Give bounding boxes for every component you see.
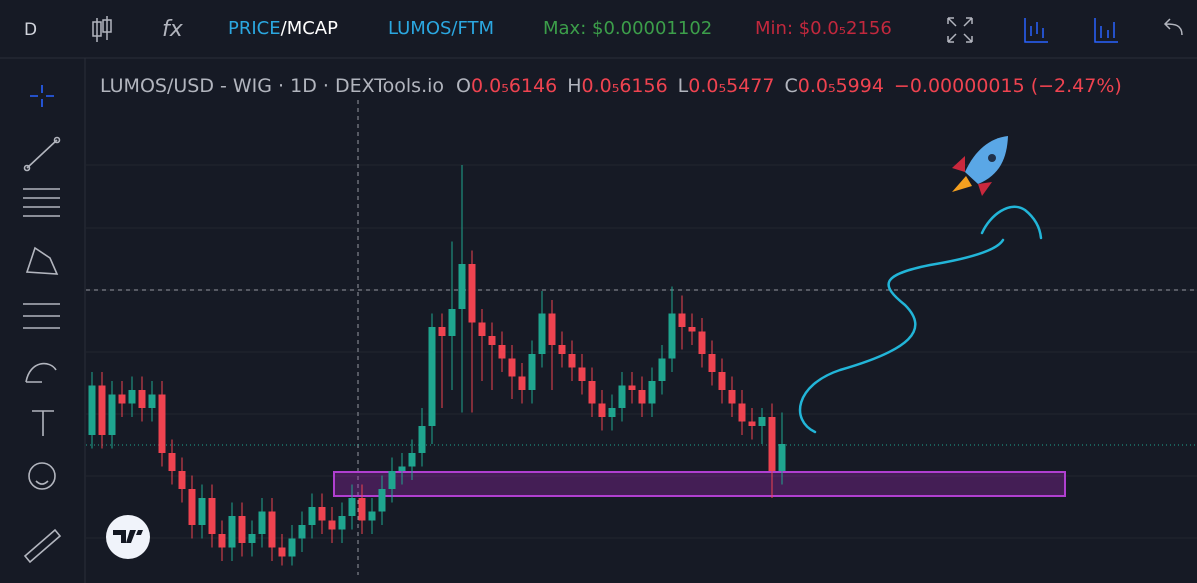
side-tools xyxy=(23,85,62,564)
candle-body xyxy=(328,520,336,530)
candle-body xyxy=(348,498,356,516)
symbol: LUMOS/USD - WIG · 1D · DEXTools.io xyxy=(100,75,445,97)
candle-body xyxy=(698,331,706,354)
tv-logo xyxy=(106,515,150,559)
candle-body xyxy=(498,345,506,359)
candle-body xyxy=(598,403,606,417)
candle-body xyxy=(98,385,106,435)
candle-body xyxy=(318,507,326,521)
candle-body xyxy=(668,313,676,359)
candle-body xyxy=(228,516,236,548)
candle-body xyxy=(738,403,746,422)
h-label: H xyxy=(567,75,582,97)
candles xyxy=(88,165,786,566)
candle-body xyxy=(138,390,146,408)
candle-body xyxy=(718,372,726,390)
candle-body xyxy=(708,354,716,372)
candle-body xyxy=(208,498,216,534)
candle-body xyxy=(568,354,576,368)
max-price: Max: $0.00001102 xyxy=(543,18,713,39)
candle-body xyxy=(608,408,616,417)
candle-body xyxy=(588,381,596,404)
candle-body xyxy=(678,313,686,327)
candle-body xyxy=(458,264,466,309)
candle-body xyxy=(638,390,646,404)
candle-body xyxy=(758,417,766,426)
candle-body xyxy=(428,327,436,426)
candle-body xyxy=(128,390,136,404)
candle-body xyxy=(768,417,776,471)
candle-body xyxy=(648,381,656,404)
candle-body xyxy=(278,547,286,557)
candle-body xyxy=(548,313,556,345)
candle-body xyxy=(728,390,736,404)
candle-body xyxy=(418,426,426,453)
candle-body xyxy=(88,385,96,435)
candle-body xyxy=(368,511,376,521)
candle-body xyxy=(388,471,396,489)
candle-body xyxy=(518,376,526,390)
formula-icon[interactable]: fx xyxy=(162,17,184,42)
candle-body xyxy=(268,511,276,548)
pair-button[interactable]: LUMOS/FTM xyxy=(388,18,495,39)
price-mcap[interactable]: PRICE/MCAP xyxy=(228,18,338,39)
candle-body xyxy=(198,498,206,525)
candle-body xyxy=(478,322,486,336)
candle-body xyxy=(178,471,186,489)
candle-body xyxy=(508,358,516,377)
candle-body xyxy=(308,507,316,525)
o-value: 0.0₅6146 xyxy=(471,75,558,97)
candle-body xyxy=(238,516,246,543)
candle-body xyxy=(448,309,456,336)
candle-body xyxy=(688,327,696,332)
candle-body xyxy=(148,394,156,408)
c-label: C xyxy=(784,75,798,97)
top-tools xyxy=(92,16,1183,43)
candle-body xyxy=(578,367,586,381)
candle-body xyxy=(298,525,306,539)
candle-body xyxy=(218,534,226,548)
candle-body xyxy=(258,511,266,534)
l-label: L xyxy=(677,75,689,97)
candle-body xyxy=(558,345,566,354)
candle-body xyxy=(168,453,176,471)
candle-body xyxy=(338,516,346,530)
price-toggle[interactable]: PRICE xyxy=(228,18,281,39)
resolution[interactable]: D xyxy=(24,20,37,40)
mcap-toggle[interactable]: /MCAP xyxy=(280,18,338,39)
candle-body xyxy=(658,358,666,381)
candle-body xyxy=(358,498,366,521)
candle-body xyxy=(118,394,126,404)
h-value: 0.0₅6156 xyxy=(581,75,668,97)
candle-body xyxy=(188,489,196,525)
candle-body xyxy=(628,385,636,390)
candle-body xyxy=(438,327,446,336)
l-value: 0.0₅5477 xyxy=(688,75,775,97)
o-label: O xyxy=(456,75,471,97)
candle-body xyxy=(778,444,786,471)
candle-body xyxy=(158,394,166,453)
min-price: Min: $0.0₅2156 xyxy=(755,18,892,39)
candle-body xyxy=(288,538,296,557)
candle-body xyxy=(378,489,386,512)
change: −0.00000015 (−2.47%) xyxy=(893,75,1122,97)
drawn-arrow xyxy=(798,205,1043,434)
candle-body xyxy=(108,394,116,435)
rocket-icon xyxy=(952,136,1008,196)
candle-body xyxy=(538,313,546,354)
candle-body xyxy=(408,453,416,467)
candle-body xyxy=(528,354,536,390)
candle-body xyxy=(748,421,756,426)
legend: LUMOS/USD - WIG · 1D · DEXTools.io O 0.0₅… xyxy=(100,75,1132,97)
support-zone xyxy=(333,471,1066,497)
candle-body xyxy=(398,466,406,471)
candle-body xyxy=(618,385,626,408)
c-value: 0.0₅5994 xyxy=(797,75,884,97)
candle-body xyxy=(488,336,496,345)
candle-body xyxy=(248,534,256,543)
candle-body xyxy=(468,264,476,323)
